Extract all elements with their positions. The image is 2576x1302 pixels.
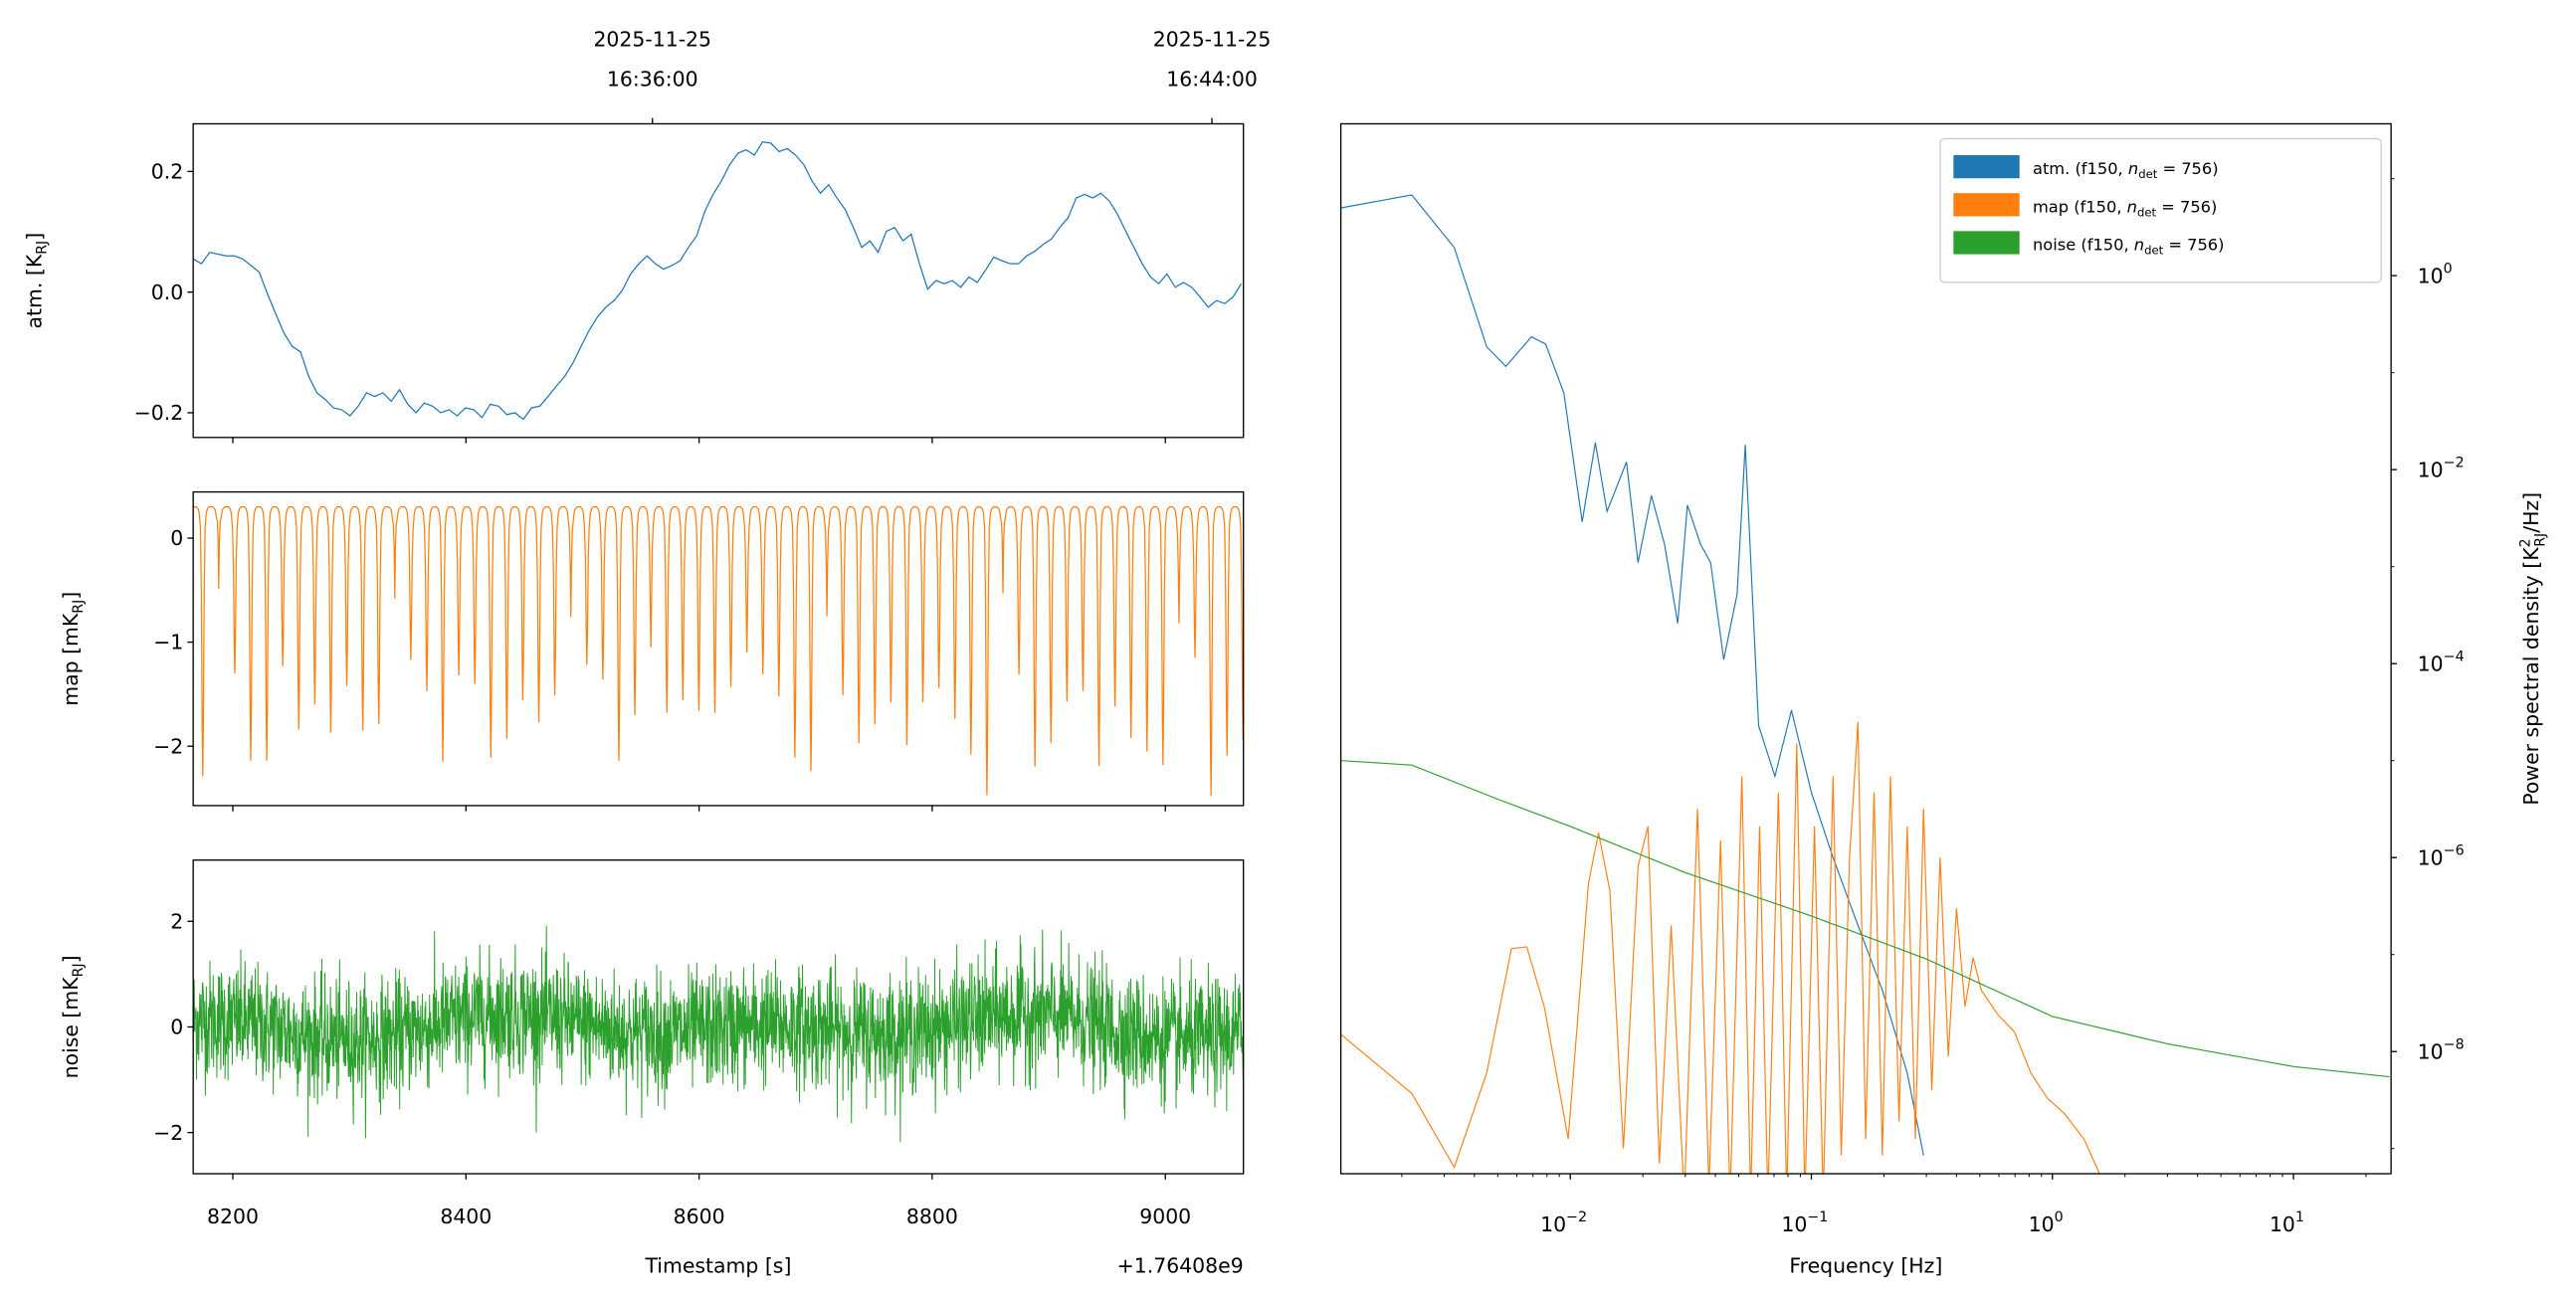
map-legend-label: map (f150, ndet = 756) bbox=[2033, 197, 2217, 219]
y-axis-label-end: /Hz] bbox=[2519, 492, 2543, 533]
x-tick-label: 8800 bbox=[906, 1205, 958, 1228]
x-tick-base: 10 bbox=[2029, 1212, 2055, 1236]
map-legend-swatch bbox=[1953, 193, 2020, 217]
legend-text-end: = 756) bbox=[2157, 159, 2218, 178]
y-axis-label-end: ] bbox=[59, 955, 83, 963]
x-tick-base: 10 bbox=[1781, 1212, 1807, 1236]
map-psd-line bbox=[1340, 721, 2100, 1175]
y-tick-label: −2 bbox=[153, 1121, 183, 1145]
y-tick-label: 0 bbox=[170, 1016, 183, 1039]
map-series-line bbox=[193, 506, 1244, 797]
legend-subscript: det bbox=[2137, 205, 2157, 219]
atm-psd-line bbox=[1340, 194, 1924, 1156]
x-tick-base: 10 bbox=[1540, 1212, 1566, 1236]
noise-series-line bbox=[193, 925, 1244, 1143]
y-tick-base: 10 bbox=[2418, 1040, 2444, 1064]
x-tick-label: 10−2 bbox=[1540, 1209, 1587, 1236]
atm-series-line bbox=[193, 140, 1243, 421]
x-tick-exponent: 1 bbox=[2295, 1209, 2304, 1225]
legend-text: atm. (f150, bbox=[2033, 159, 2128, 178]
y-tick-exponent: −2 bbox=[2444, 456, 2465, 471]
legend-variable: n bbox=[2128, 159, 2138, 178]
legend-variable: n bbox=[2127, 197, 2137, 216]
x-tick-label: 101 bbox=[2270, 1209, 2304, 1236]
x-tick-label: 8600 bbox=[674, 1205, 725, 1228]
legend-subscript: det bbox=[2144, 244, 2164, 258]
x-tick-exponent: −1 bbox=[1807, 1209, 1828, 1225]
y-tick-base: 10 bbox=[2418, 652, 2444, 676]
y-axis-label-text: map [mK bbox=[59, 613, 83, 706]
x-axis-label: Frequency [Hz] bbox=[1789, 1254, 1942, 1278]
top-x-tick-time: 16:36:00 bbox=[607, 67, 698, 91]
legend-frame bbox=[1939, 137, 2382, 283]
legend-text-end: = 756) bbox=[2163, 235, 2224, 254]
y-axis-label-text: noise [mK bbox=[59, 977, 83, 1079]
legend-text: map (f150, bbox=[2033, 197, 2127, 216]
atm-legend-label: atm. (f150, ndet = 756) bbox=[2033, 159, 2219, 181]
x-tick-label: 10−1 bbox=[1781, 1209, 1828, 1236]
x-tick-label: 100 bbox=[2029, 1209, 2064, 1236]
y-axis-label: atm. [KRJ] bbox=[22, 233, 50, 329]
top-x-tick-date: 2025-11-25 bbox=[593, 27, 711, 51]
y-axis-label-subscript: RJ bbox=[71, 963, 87, 977]
y-axis-label-subscript: RJ bbox=[71, 600, 87, 614]
y-axis-label: noise [mKRJ] bbox=[59, 955, 87, 1078]
y-tick-label: 2 bbox=[170, 909, 183, 933]
atm-legend-swatch bbox=[1953, 155, 2020, 179]
y-axis-label-subscript: RJ bbox=[2532, 533, 2548, 547]
map-axes-frame bbox=[192, 490, 1245, 807]
x-tick-label: 9000 bbox=[1139, 1205, 1191, 1228]
y-tick-label: 0.2 bbox=[151, 160, 183, 184]
x-axis-label: Timestamp [s] bbox=[644, 1254, 791, 1278]
legend-text-end: = 756) bbox=[2156, 197, 2217, 216]
x-tick-label: 8400 bbox=[440, 1205, 492, 1228]
y-tick-label: 10−6 bbox=[2418, 843, 2465, 870]
y-tick-label: 10−8 bbox=[2418, 1037, 2465, 1064]
y-axis-label-end: ] bbox=[59, 592, 83, 600]
y-tick-exponent: −6 bbox=[2444, 843, 2465, 859]
noise-legend-swatch bbox=[1953, 231, 2020, 255]
noise-legend-label: noise (f150, ndet = 756) bbox=[2033, 235, 2224, 257]
legend-text: noise (f150, bbox=[2033, 235, 2134, 254]
y-tick-label: 100 bbox=[2418, 262, 2453, 288]
noise-psd-line bbox=[1340, 760, 2390, 1078]
y-tick-label: 10−2 bbox=[2418, 456, 2465, 482]
y-tick-label: −1 bbox=[153, 631, 183, 654]
legend: atm. (f150, ndet = 756)map (f150, ndet =… bbox=[1939, 137, 2382, 283]
y-tick-base: 10 bbox=[2418, 459, 2444, 482]
y-tick-exponent: −8 bbox=[2444, 1037, 2465, 1053]
x-tick-label: 8200 bbox=[207, 1205, 259, 1228]
y-axis-label-text: atm. [K bbox=[22, 254, 46, 328]
y-tick-base: 10 bbox=[2418, 846, 2444, 870]
legend-subscript: det bbox=[2138, 167, 2158, 181]
x-offset-label: +1.76408e9 bbox=[1117, 1254, 1244, 1278]
top-x-tick-time: 16:44:00 bbox=[1166, 67, 1258, 91]
x-tick-exponent: 0 bbox=[2055, 1209, 2064, 1225]
y-tick-label: 10−4 bbox=[2418, 650, 2465, 676]
x-tick-base: 10 bbox=[2270, 1212, 2295, 1236]
y-tick-exponent: −4 bbox=[2444, 650, 2465, 665]
y-axis-label-end: ] bbox=[22, 233, 46, 241]
y-tick-exponent: 0 bbox=[2444, 262, 2453, 278]
legend-variable: n bbox=[2134, 235, 2144, 254]
y-tick-label: 0 bbox=[170, 526, 183, 550]
top-x-tick-date: 2025-11-25 bbox=[1153, 27, 1272, 51]
atm-axes-frame bbox=[192, 122, 1245, 439]
y-axis-label: Power spectral density [K2RJ/Hz] bbox=[2518, 492, 2549, 806]
y-axis-label-text: Power spectral density [K bbox=[2519, 547, 2543, 806]
y-tick-base: 10 bbox=[2418, 265, 2444, 288]
y-axis-label: map [mKRJ] bbox=[59, 592, 87, 706]
x-tick-exponent: −2 bbox=[1566, 1209, 1587, 1225]
noise-axes-frame bbox=[192, 859, 1245, 1175]
psd-axes-frame bbox=[1339, 122, 2392, 1175]
y-tick-label: −2 bbox=[153, 734, 183, 758]
y-tick-label: −0.2 bbox=[134, 401, 184, 425]
y-axis-label-superscript: 2 bbox=[2518, 538, 2534, 547]
y-axis-label-subscript: RJ bbox=[34, 241, 50, 255]
y-tick-label: 0.0 bbox=[151, 280, 183, 304]
